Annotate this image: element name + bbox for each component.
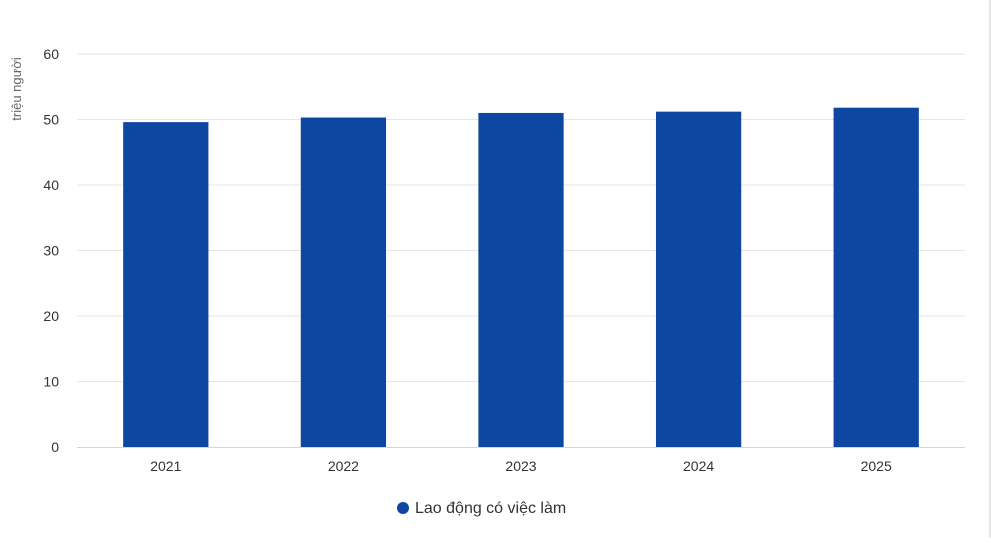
x-tick-label: 2025 (861, 458, 892, 474)
bar-2025[interactable] (833, 107, 919, 448)
panel-border (989, 0, 991, 538)
y-tick-label: 60 (43, 46, 59, 62)
y-tick-label: 10 (43, 374, 59, 390)
y-tick-label: 50 (43, 112, 59, 128)
bar-2022[interactable] (300, 117, 387, 447)
y-axis-ticks: 0 10 20 30 40 50 60 (43, 46, 59, 455)
x-tick-label: 2024 (683, 458, 714, 474)
x-axis-ticks: 2021 2022 2023 2024 2025 (150, 458, 892, 474)
y-tick-label: 40 (43, 177, 59, 193)
legend-marker (397, 502, 409, 514)
y-tick-label: 0 (51, 439, 59, 455)
legend-label: Lao động có việc làm (415, 500, 566, 517)
x-tick-label: 2022 (328, 458, 359, 474)
y-tick-label: 30 (43, 243, 59, 259)
x-tick-label: 2023 (505, 458, 536, 474)
bar-2023[interactable] (478, 112, 564, 447)
y-tick-label: 20 (43, 308, 59, 324)
legend[interactable]: Lao động có việc làm (397, 500, 566, 517)
bar-2021[interactable] (123, 122, 209, 448)
bars (123, 107, 919, 448)
x-tick-label: 2021 (150, 458, 181, 474)
y-axis-label: triệu người (9, 57, 24, 121)
bar-2024[interactable] (655, 111, 742, 447)
